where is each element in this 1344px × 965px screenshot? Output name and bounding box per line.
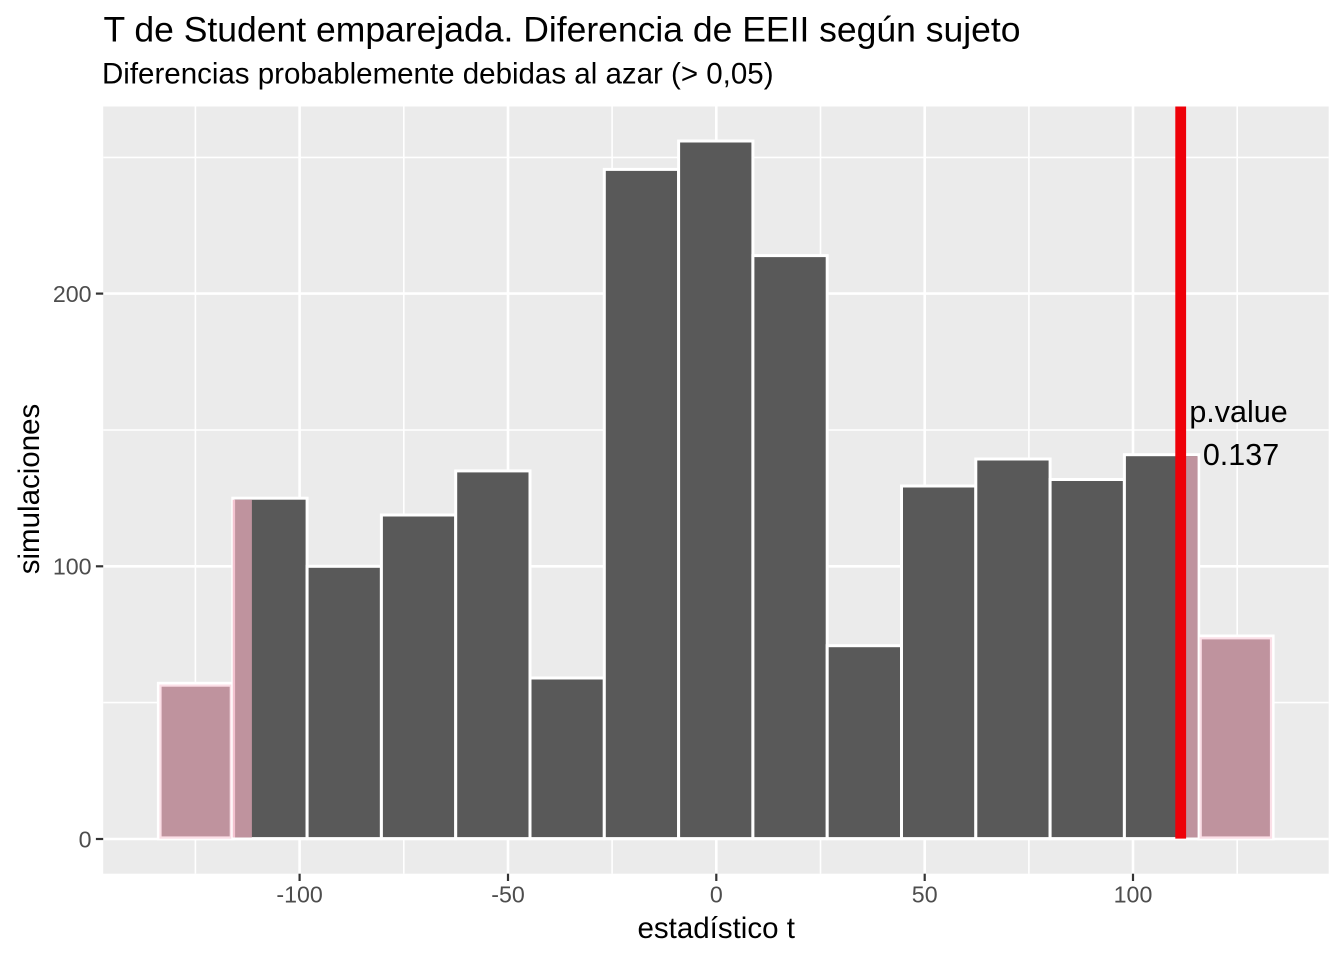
svg-text:0: 0	[710, 881, 723, 907]
svg-text:200: 200	[53, 281, 92, 307]
svg-text:0.137: 0.137	[1203, 438, 1279, 472]
svg-text:50: 50	[912, 881, 938, 907]
svg-text:0: 0	[79, 826, 92, 852]
svg-text:T de Student emparejada. Difer: T de Student emparejada. Diferencia de E…	[104, 9, 1021, 49]
svg-text:-100: -100	[276, 881, 322, 907]
svg-text:100: 100	[53, 554, 92, 580]
svg-text:-50: -50	[491, 881, 525, 907]
svg-text:simulaciones: simulaciones	[13, 404, 46, 575]
svg-text:estadístico t: estadístico t	[637, 912, 794, 945]
svg-text:100: 100	[1114, 881, 1153, 907]
svg-text:Diferencias probablemente debi: Diferencias probablemente debidas al aza…	[102, 57, 774, 90]
svg-text:p.value: p.value	[1189, 395, 1287, 429]
